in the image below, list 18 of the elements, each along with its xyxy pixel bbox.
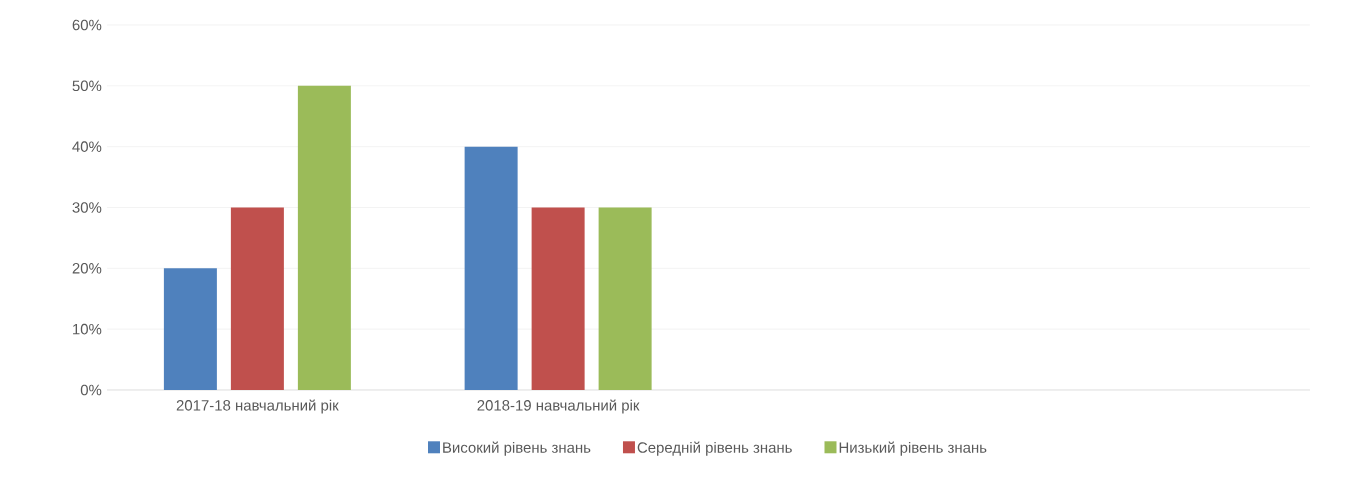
legend-label: Високий рівень знань xyxy=(443,441,591,456)
y-tick-label: 30% xyxy=(72,202,102,213)
y-tick-label: 20% xyxy=(72,263,102,274)
bar xyxy=(531,207,585,390)
y-tick-label: 40% xyxy=(72,141,102,152)
x-tick-label: 2018-19 навчальний рік xyxy=(477,399,640,414)
bar xyxy=(598,207,652,390)
bar xyxy=(464,146,518,390)
bar xyxy=(230,207,284,390)
y-tick-label: 10% xyxy=(73,323,102,335)
bar xyxy=(297,85,351,390)
legend-label: Середній рівень знань xyxy=(637,441,792,456)
y-tick-label: 0% xyxy=(80,384,102,396)
y-tick-label: 50% xyxy=(72,80,102,92)
bar xyxy=(163,268,217,390)
legend-label: Низький рівень знань xyxy=(839,441,987,456)
y-tick-label: 60% xyxy=(72,19,102,31)
x-tick-label: 2017-18 навчальний рік xyxy=(176,399,339,414)
